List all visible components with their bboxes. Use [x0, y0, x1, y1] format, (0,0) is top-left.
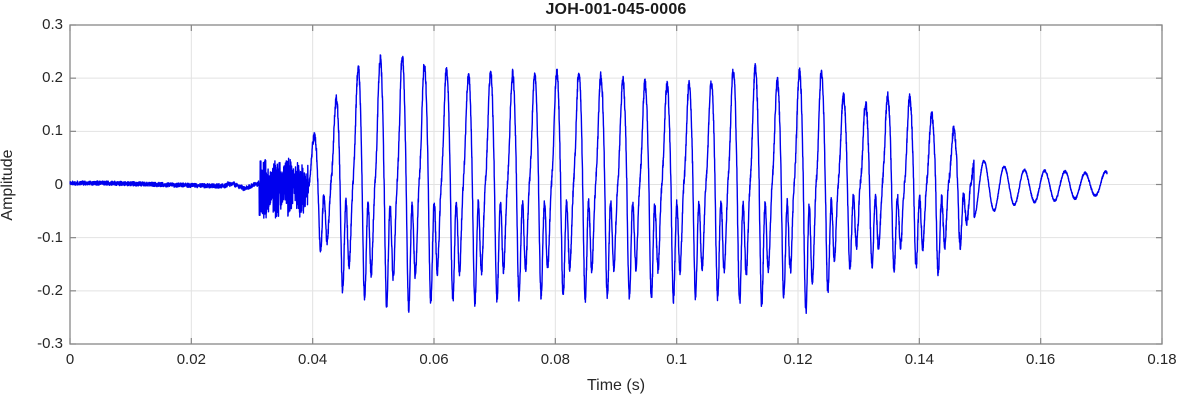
x-tick-label: 0.16 — [1026, 351, 1056, 368]
x-tick-label: 0.02 — [176, 351, 206, 368]
y-tick-label: 0.2 — [42, 69, 63, 87]
y-tick-label: -0.3 — [37, 335, 63, 352]
x-tick-label: 0.1 — [666, 351, 688, 368]
x-tick-label: 0.08 — [540, 351, 570, 368]
chart-title: JOH-001-045-0006 — [545, 1, 687, 18]
x-tick-label: 0 — [65, 351, 75, 368]
y-tick-label: 0.3 — [42, 16, 63, 33]
x-axis-label: Time (s) — [586, 377, 646, 394]
x-tick-label: 0.04 — [298, 351, 328, 368]
y-tick-label: -0.1 — [37, 228, 63, 246]
x-tick-label: 0.12 — [783, 351, 813, 368]
x-tick-label: 0.14 — [904, 351, 934, 368]
x-tick-label: 0.18 — [1147, 351, 1177, 368]
x-tick-label: 0.06 — [419, 351, 449, 368]
y-tick-label: 0.1 — [42, 122, 63, 140]
y-tick-label: -0.2 — [37, 281, 63, 299]
y-tick-label: 0 — [54, 175, 63, 193]
waveform-line — [69, 54, 1108, 314]
